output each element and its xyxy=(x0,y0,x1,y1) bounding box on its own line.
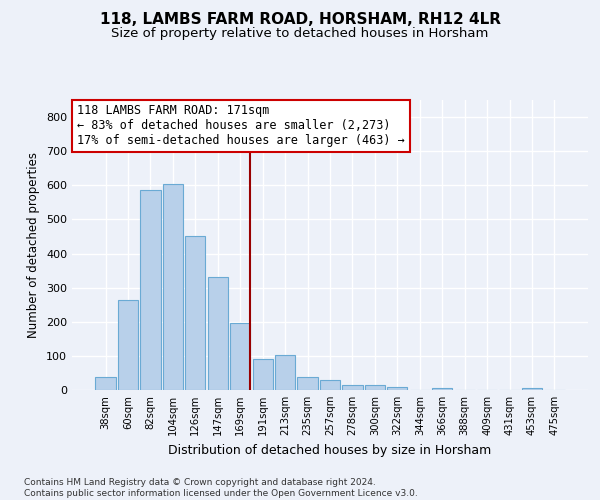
Bar xyxy=(343,385,362,390)
Bar xyxy=(298,377,317,390)
Bar xyxy=(230,323,250,390)
Text: Size of property relative to detached houses in Horsham: Size of property relative to detached ho… xyxy=(112,28,488,40)
Bar xyxy=(163,184,183,390)
Bar xyxy=(140,190,161,390)
Y-axis label: Number of detached properties: Number of detached properties xyxy=(28,152,40,338)
X-axis label: Distribution of detached houses by size in Horsham: Distribution of detached houses by size … xyxy=(169,444,491,456)
Bar xyxy=(253,358,273,390)
Bar xyxy=(275,355,295,390)
Bar xyxy=(118,300,138,390)
Text: 118 LAMBS FARM ROAD: 171sqm
← 83% of detached houses are smaller (2,273)
17% of : 118 LAMBS FARM ROAD: 171sqm ← 83% of det… xyxy=(77,104,405,148)
Text: 118, LAMBS FARM ROAD, HORSHAM, RH12 4LR: 118, LAMBS FARM ROAD, HORSHAM, RH12 4LR xyxy=(100,12,500,28)
Bar xyxy=(185,236,205,390)
Bar xyxy=(432,388,452,390)
Bar xyxy=(208,278,228,390)
Text: Contains HM Land Registry data © Crown copyright and database right 2024.
Contai: Contains HM Land Registry data © Crown c… xyxy=(24,478,418,498)
Bar xyxy=(387,386,407,390)
Bar xyxy=(95,377,116,390)
Bar xyxy=(522,388,542,390)
Bar xyxy=(320,380,340,390)
Bar xyxy=(365,385,385,390)
